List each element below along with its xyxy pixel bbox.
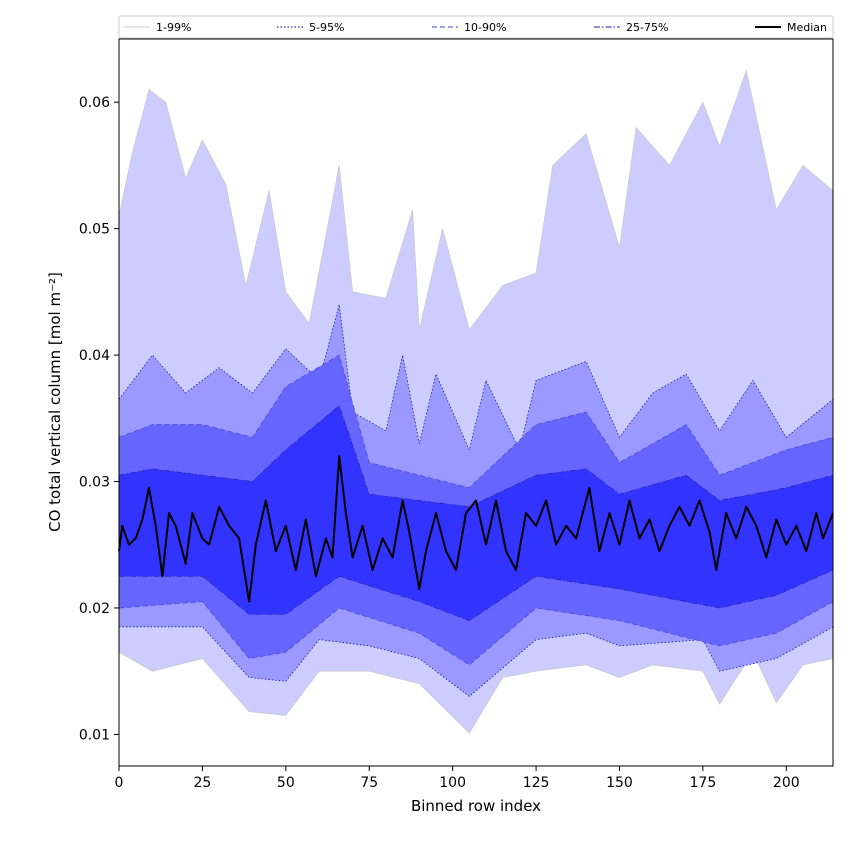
y-tick-label-5: 0.06 xyxy=(79,95,110,111)
y-tick-label-0: 0.01 xyxy=(79,727,110,743)
band-upper-1-99% xyxy=(118,69,834,331)
x-tick-label-125: 125 xyxy=(523,775,550,791)
x-tick-label-50: 50 xyxy=(277,775,295,791)
percentile-bands xyxy=(118,69,834,734)
legend-label-Median: Median xyxy=(787,21,827,34)
median-series xyxy=(118,455,834,603)
band-lower-10-90% xyxy=(118,601,834,666)
x-axis: 0 25 50 75 100 125 150 175 200 xyxy=(115,766,800,791)
x-tick-label-0: 0 xyxy=(115,775,124,791)
x-tick-label-75: 75 xyxy=(360,775,378,791)
x-tick-label-100: 100 xyxy=(439,775,466,791)
y-tick-label-2: 0.03 xyxy=(79,475,110,491)
band-lower-5-95% xyxy=(119,626,834,697)
legend-label-10-90%: 10-90% xyxy=(464,21,506,34)
plot-frame xyxy=(118,38,834,767)
legend-label-5-95%: 5-95% xyxy=(309,21,344,34)
median-line xyxy=(118,455,834,603)
y-axis-label: CO total vertical column [mol m⁻²] xyxy=(46,272,64,532)
band-upper-5-95% xyxy=(118,304,834,451)
y-tick-label-1: 0.02 xyxy=(79,601,110,617)
band-25-75% xyxy=(119,405,833,621)
legend-label-25-75%: 25-75% xyxy=(626,21,668,34)
x-tick-label-150: 150 xyxy=(606,775,633,791)
band-lower-25-75% xyxy=(119,569,834,621)
legend-box xyxy=(118,15,834,39)
y-tick-label-4: 0.05 xyxy=(79,222,110,238)
band-upper-10-90% xyxy=(118,354,834,489)
y-axis: 0.01 0.02 0.03 0.04 0.05 0.06 xyxy=(79,95,119,743)
x-tick-label-25: 25 xyxy=(193,775,211,791)
x-tick-label-200: 200 xyxy=(773,775,800,791)
band-upper-25-75% xyxy=(118,405,834,508)
x-axis-label: Binned row index xyxy=(411,797,541,815)
x-tick-label-175: 175 xyxy=(690,775,717,791)
y-tick-label-3: 0.04 xyxy=(79,348,110,364)
legend-label-1-99%: 1-99% xyxy=(156,21,191,34)
legend: 1-99% 5-95% 10-90% 25-75% Median xyxy=(118,15,834,39)
